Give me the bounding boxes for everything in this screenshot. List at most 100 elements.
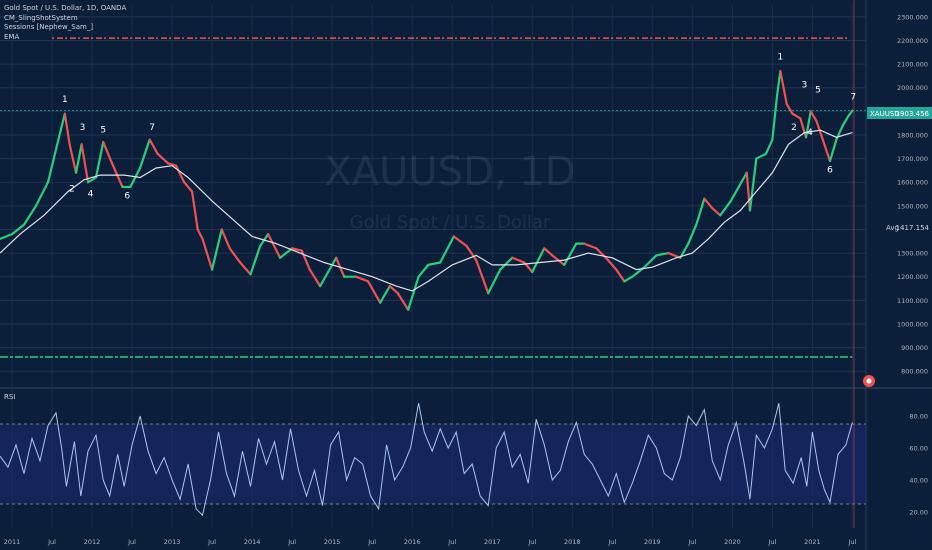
time-tick-label: Jul <box>447 538 456 546</box>
price-segment <box>228 247 242 264</box>
price-segment <box>809 110 818 122</box>
price-segment <box>355 275 370 283</box>
price-tick-label: 2000.000 <box>897 84 928 92</box>
wave-label: 1 <box>62 95 68 105</box>
price-segment <box>729 185 740 203</box>
price-segment <box>755 152 768 160</box>
price-segment <box>487 268 502 295</box>
wave-label: 4 <box>88 189 94 199</box>
wave-label: 5 <box>100 126 106 136</box>
price-segment <box>687 223 698 245</box>
rsi-legend[interactable]: RSI <box>4 393 16 401</box>
price-segment <box>201 237 214 271</box>
price-tick-label: 2200.000 <box>897 37 928 45</box>
price-segment <box>210 228 223 271</box>
price-segment <box>745 171 752 212</box>
price-segment <box>764 138 774 155</box>
ema-line <box>0 129 853 292</box>
price-tag-symbol: XAUUSD <box>870 110 900 118</box>
signal-dashes <box>0 0 866 528</box>
price-segment <box>182 181 194 193</box>
price-segment <box>615 268 626 283</box>
rsi-band <box>0 423 866 505</box>
price-segment <box>643 254 658 269</box>
price-segment <box>379 285 391 304</box>
watermark-ticker: XAUUSD, 1D <box>324 149 575 195</box>
time-tick-label: Jul <box>607 538 616 546</box>
time-axis[interactable]: 2011 Jul 2012 Jul 2013 Jul 2014 Jul 2015 Jul 2016 J… <box>4 538 857 546</box>
price-segment <box>291 247 303 252</box>
legend-indicator-sessions[interactable]: Sessions [Nephew_Sam_] <box>4 23 94 31</box>
legend-indicator-ema[interactable]: EMA <box>4 32 20 41</box>
price-tag-background <box>867 107 932 119</box>
wave-label: 7 <box>149 123 155 133</box>
time-tick-label: 2016 <box>404 538 421 546</box>
price-segment <box>771 93 779 141</box>
price-segment <box>407 275 420 311</box>
wave-label: 7 <box>850 93 856 103</box>
axis-panel <box>866 0 932 550</box>
rsi-tick-label: 80.00 <box>909 413 928 421</box>
rsi-tick-label: 40.00 <box>909 477 928 485</box>
price-segment <box>439 235 455 264</box>
price-segment <box>815 119 824 139</box>
time-tick-label: 2019 <box>644 538 661 546</box>
price-segment <box>695 197 706 226</box>
price-segment <box>22 204 38 226</box>
price-segment <box>319 256 338 288</box>
price-tick-label: 1700.000 <box>897 155 928 163</box>
price-segment <box>267 233 282 259</box>
time-tick-label: Jul <box>207 538 216 546</box>
time-tick-label: Jul <box>47 538 56 546</box>
time-tick-label: Jul <box>127 538 136 546</box>
avg-tag-background <box>884 222 932 233</box>
price-segment <box>452 235 468 248</box>
price-segment <box>583 242 598 250</box>
alert-icon[interactable] <box>863 375 875 387</box>
price-segment <box>156 152 170 165</box>
price-segment <box>74 143 83 174</box>
price-segment <box>174 164 186 184</box>
watermark-name: Gold Spot / U.S. Dollar <box>350 212 551 233</box>
time-tick-label: 2013 <box>164 538 181 546</box>
time-tick-label: 2018 <box>564 538 581 546</box>
price-tick-label: 2300.000 <box>897 13 928 21</box>
legend-symbol[interactable]: Gold Spot / U.S. Dollar, 1D, OANDA <box>4 4 127 12</box>
price-segment <box>703 197 714 210</box>
time-tick-label: Jul <box>367 538 376 546</box>
price-segment <box>779 70 788 106</box>
price-tick-label: 1200.000 <box>897 273 928 281</box>
price-segment <box>785 103 794 115</box>
wave-labels: 1 2 3 4 5 6 7 1 2 3 4 5 6 7 <box>62 52 856 201</box>
rsi-plot <box>0 403 853 517</box>
price-segment <box>791 112 802 120</box>
rsi-tick-label: 20.00 <box>909 509 928 517</box>
price-axis[interactable]: 800.000 900.000 1000.000 1100.000 1200.000 13… <box>897 13 928 375</box>
rsi-line <box>0 403 853 517</box>
rsi-axis[interactable]: 20.00 40.00 60.00 80.00 <box>909 413 928 517</box>
price-segment <box>748 157 758 212</box>
price-tick-label: 900.000 <box>901 344 928 352</box>
price-tag-value: 1903.456 <box>896 110 930 118</box>
alert-icon-dot <box>866 378 872 384</box>
price-segment <box>367 280 382 304</box>
rsi-band-fill <box>0 424 866 504</box>
price-tick-label: 800.000 <box>901 368 928 376</box>
price-segment <box>129 166 142 189</box>
price-segment <box>10 223 26 236</box>
price-segment <box>511 256 526 264</box>
price-segment <box>475 259 490 295</box>
price-segment <box>604 256 618 271</box>
wave-label: 4 <box>807 128 813 138</box>
price-segment <box>847 109 854 118</box>
price-segment <box>543 247 554 257</box>
price-segment <box>623 275 634 283</box>
price-segment <box>166 162 178 167</box>
time-tick-label: 2020 <box>724 538 741 546</box>
wave-label: 2 <box>791 123 797 133</box>
price-segment <box>655 251 670 257</box>
wave-label: 6 <box>827 166 833 176</box>
legend-indicator-slingshot[interactable]: CM_SlingShotSystem <box>4 13 78 22</box>
price-segment <box>563 242 578 266</box>
